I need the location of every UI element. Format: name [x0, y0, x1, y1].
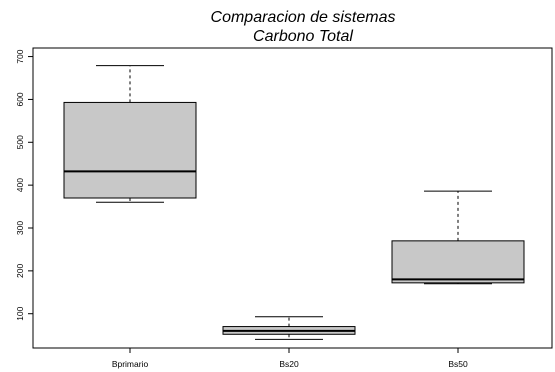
- plot-frame: [32, 47, 553, 349]
- box-bprimario: [63, 65, 197, 203]
- x-tick-label: Bs50: [448, 359, 468, 369]
- y-tick-label: 100: [15, 306, 25, 320]
- y-axis: 100 200 300 400 500 600 700: [15, 49, 33, 321]
- y-tick-label: 200: [15, 263, 25, 277]
- x-tick-label: Bs20: [279, 359, 299, 369]
- iqr-box: [63, 101, 197, 199]
- chart-subtitle: Carbono Total: [253, 28, 353, 45]
- box-bs20: [222, 316, 356, 340]
- y-tick-label: 300: [15, 221, 25, 235]
- x-axis: Bprimario Bs20 Bs50: [112, 348, 468, 369]
- iqr-box: [391, 240, 525, 284]
- y-tick-label: 500: [15, 135, 25, 149]
- box-bs50: [391, 190, 525, 285]
- chart-title: Comparacion de sistemas: [211, 9, 396, 26]
- boxes-layer: [63, 65, 525, 340]
- y-tick-label: 400: [15, 178, 25, 192]
- y-tick-label: 700: [15, 49, 25, 63]
- y-tick-label: 600: [15, 92, 25, 106]
- x-tick-label: Bprimario: [112, 359, 149, 369]
